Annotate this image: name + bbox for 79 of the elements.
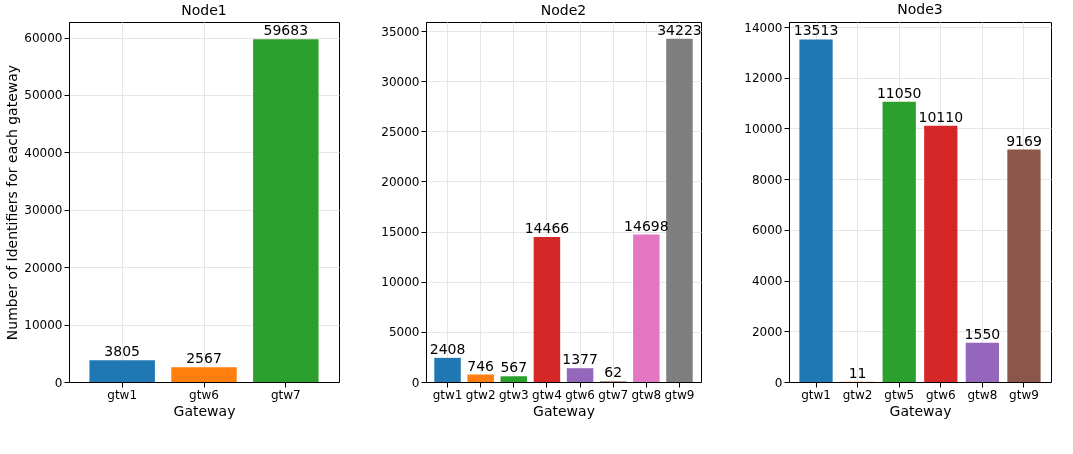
x-tick-label: gtw5 <box>884 387 915 402</box>
bar <box>467 374 494 382</box>
bar <box>1007 149 1041 382</box>
x-tick-label: gtw1 <box>432 387 463 402</box>
data-label: 34223 <box>657 21 702 38</box>
y-tick-label: 40000 <box>24 145 63 160</box>
bar <box>882 101 916 382</box>
x-axis-title: Gateway <box>533 402 595 419</box>
data-label: 11 <box>848 364 867 381</box>
x-tick-label: gtw9 <box>664 387 695 402</box>
y-axis-title: Number of Identifiers for each gateway <box>4 64 21 341</box>
x-tick-label: gtw9 <box>1009 387 1039 402</box>
data-label: 10110 <box>918 108 964 125</box>
bar <box>924 125 958 382</box>
data-label: 2408 <box>429 340 466 357</box>
y-tick-label: 10000 <box>24 318 63 333</box>
data-label: 9169 <box>1006 132 1042 149</box>
data-label: 567 <box>500 359 528 376</box>
x-axis-title: Gateway <box>173 402 236 419</box>
y-tick-label: 8000 <box>751 172 783 187</box>
y-tick-label: 20000 <box>381 174 420 189</box>
chart-title: Node2 <box>540 2 587 18</box>
x-tick-label: gtw7 <box>598 387 629 402</box>
y-tick-label: 6000 <box>751 223 783 238</box>
y-tick-label: 25000 <box>381 124 420 139</box>
data-label: 14466 <box>524 219 570 236</box>
x-tick-label: gtw2 <box>465 387 496 402</box>
y-tick-label: 10000 <box>744 121 783 136</box>
y-tick-label: 35000 <box>381 24 420 39</box>
bar <box>566 368 594 382</box>
x-tick-label: gtw1 <box>107 387 138 402</box>
chart-title: Node1 <box>181 2 227 18</box>
x-tick-label: gtw6 <box>189 387 219 402</box>
chart-title: Node3 <box>897 1 943 18</box>
data-label: 746 <box>467 357 495 374</box>
x-tick-label: gtw8 <box>631 387 662 402</box>
bar <box>89 360 155 382</box>
data-label: 62 <box>604 364 623 381</box>
y-tick-label: 5000 <box>388 325 420 340</box>
bar <box>253 39 319 382</box>
bar <box>666 38 693 382</box>
bar <box>500 376 528 382</box>
y-tick-label: 60000 <box>24 31 63 45</box>
x-axis-title: Gateway <box>889 402 952 419</box>
data-label: 3805 <box>104 343 140 360</box>
y-tick-label: 10000 <box>381 275 420 290</box>
data-label: 59683 <box>263 22 309 39</box>
y-tick-label: 30000 <box>24 203 63 218</box>
y-tick-label: 12000 <box>744 71 783 86</box>
y-tick-label: 0 <box>411 375 420 390</box>
y-tick-label: 20000 <box>24 260 63 275</box>
x-tick-label: gtw1 <box>801 387 831 402</box>
y-tick-label: 0 <box>54 375 63 390</box>
bar <box>434 357 461 382</box>
data-label: 1550 <box>964 325 1001 342</box>
y-tick-label: 14000 <box>744 20 783 35</box>
y-tick-label: 50000 <box>24 88 63 103</box>
x-tick-label: gtw6 <box>925 387 956 402</box>
data-label: 14698 <box>624 217 669 234</box>
bar <box>171 367 237 382</box>
bar <box>533 236 561 382</box>
x-tick-label: gtw7 <box>270 387 301 402</box>
y-tick-label: 15000 <box>381 225 420 240</box>
bar <box>633 234 660 382</box>
x-tick-label: gtw2 <box>842 387 873 402</box>
x-tick-label: gtw3 <box>498 387 529 402</box>
data-label: 1377 <box>562 351 598 368</box>
y-tick-label: 4000 <box>751 274 783 289</box>
x-tick-label: gtw4 <box>532 387 562 402</box>
y-tick-label: 0 <box>774 375 783 390</box>
bar <box>799 39 833 382</box>
data-label: 13513 <box>793 22 839 39</box>
data-label: 2567 <box>186 350 222 367</box>
data-label: 11050 <box>876 84 922 101</box>
x-tick-label: gtw8 <box>967 387 998 402</box>
bar <box>965 342 1000 382</box>
y-tick-label: 2000 <box>751 324 783 339</box>
x-tick-label: gtw6 <box>565 387 595 402</box>
y-tick-label: 30000 <box>381 74 420 89</box>
